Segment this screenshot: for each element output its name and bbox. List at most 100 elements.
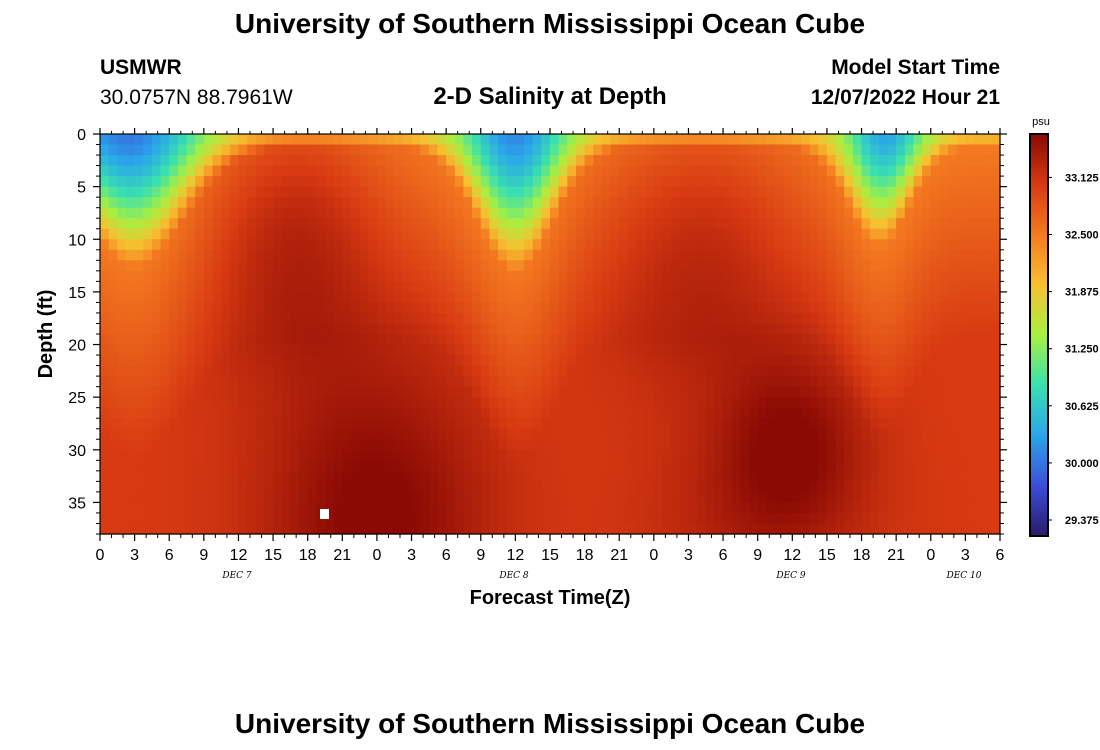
heatmap-cell [818, 407, 828, 419]
heatmap-cell [792, 197, 802, 209]
heatmap-cell [264, 207, 274, 219]
heatmap-cell [956, 239, 966, 251]
heatmap-cell [463, 228, 473, 240]
heatmap-cell [948, 407, 958, 419]
heatmap-cell [316, 365, 326, 377]
heatmap-cell [593, 281, 603, 293]
heatmap-cell [783, 186, 793, 198]
heatmap-cell [428, 228, 439, 240]
heatmap-cell [299, 512, 309, 525]
heatmap-cell [169, 134, 179, 146]
heatmap-cell [108, 260, 118, 272]
heatmap-cell [186, 134, 196, 146]
heatmap-cell [887, 207, 897, 219]
heatmap-cell [619, 165, 629, 177]
heatmap-cell [723, 228, 733, 240]
heatmap-cell [394, 481, 404, 493]
heatmap-cell [861, 512, 871, 525]
heatmap-cell [653, 355, 664, 367]
heatmap-cell [264, 260, 274, 272]
heatmap-cell [100, 344, 110, 356]
heatmap-cell [757, 418, 767, 430]
heatmap-cell [575, 491, 586, 504]
heatmap-cell [809, 312, 819, 325]
heatmap-cell [922, 512, 932, 525]
heatmap-cell [177, 386, 188, 398]
heatmap-cell [117, 418, 127, 430]
colorbar-segment [1030, 341, 1048, 346]
heatmap-cell [255, 228, 266, 240]
heatmap-cell [913, 260, 923, 272]
heatmap-cell [645, 470, 655, 482]
heatmap-cell [212, 281, 222, 293]
heatmap-cell [749, 365, 759, 377]
heatmap-cell [922, 376, 932, 388]
heatmap-cell [376, 407, 387, 419]
heatmap-cell [169, 512, 179, 525]
heatmap-cell [134, 481, 144, 493]
heatmap-cell [428, 355, 439, 367]
heatmap-cell [852, 365, 863, 377]
heatmap-cell [325, 260, 335, 272]
heatmap-cell [100, 418, 110, 430]
heatmap-cell [757, 144, 767, 156]
heatmap-cell [904, 186, 915, 198]
heatmap-cell [273, 312, 283, 325]
heatmap-cell [826, 155, 837, 167]
heatmap-cell [792, 323, 802, 335]
heatmap-cell [662, 334, 672, 346]
heatmap-cell [420, 365, 430, 377]
heatmap-cell [394, 165, 404, 177]
heatmap-cell [359, 207, 369, 219]
heatmap-cell [307, 334, 317, 346]
heatmap-cell [671, 134, 681, 146]
heatmap-cell [402, 134, 413, 146]
heatmap-cell [930, 376, 941, 388]
heatmap-cell [844, 481, 854, 493]
heatmap-cell [160, 144, 170, 156]
heatmap-cell [186, 155, 196, 167]
heatmap-cell [117, 176, 127, 188]
heatmap-cell [532, 334, 542, 346]
heatmap-cell [775, 207, 785, 219]
heatmap-cell [177, 334, 188, 346]
heatmap-cell [956, 249, 966, 261]
heatmap-cell [575, 460, 586, 472]
heatmap-cell [697, 302, 707, 314]
heatmap-cell [203, 239, 214, 251]
heatmap-cell [195, 481, 205, 493]
heatmap-cell [619, 144, 629, 156]
heatmap-cell [965, 302, 975, 314]
heatmap-cell [221, 407, 231, 419]
heatmap-cell [714, 207, 724, 219]
heatmap-cell [203, 186, 214, 198]
heatmap-cell [307, 260, 317, 272]
heatmap-cell [662, 291, 672, 304]
heatmap-cell [437, 239, 447, 251]
heatmap-cell [420, 197, 430, 209]
heatmap-cell [913, 397, 923, 409]
heatmap-cell [325, 512, 335, 525]
heatmap-cell [238, 397, 248, 409]
heatmap-cell [922, 418, 932, 430]
heatmap-cell [705, 502, 716, 514]
heatmap-cell [749, 397, 759, 409]
heatmap-cell [212, 512, 222, 525]
heatmap-cell [731, 165, 741, 177]
heatmap-cell [221, 312, 231, 325]
heatmap-cell [498, 281, 508, 293]
heatmap-cell [749, 155, 759, 167]
heatmap-cell [368, 523, 378, 535]
heatmap-cell [117, 249, 127, 261]
heatmap-cell [852, 228, 863, 240]
heatmap-cell [636, 144, 646, 156]
heatmap-cell [125, 186, 136, 198]
heatmap-cell [160, 481, 170, 493]
heatmap-cell [662, 176, 672, 188]
heatmap-cell [610, 197, 620, 209]
heatmap-cell [870, 376, 880, 388]
colorbar-segment [1030, 345, 1048, 349]
x-tick-label: 3 [684, 547, 693, 564]
heatmap-cell [463, 512, 473, 525]
heatmap-cell [818, 386, 828, 398]
